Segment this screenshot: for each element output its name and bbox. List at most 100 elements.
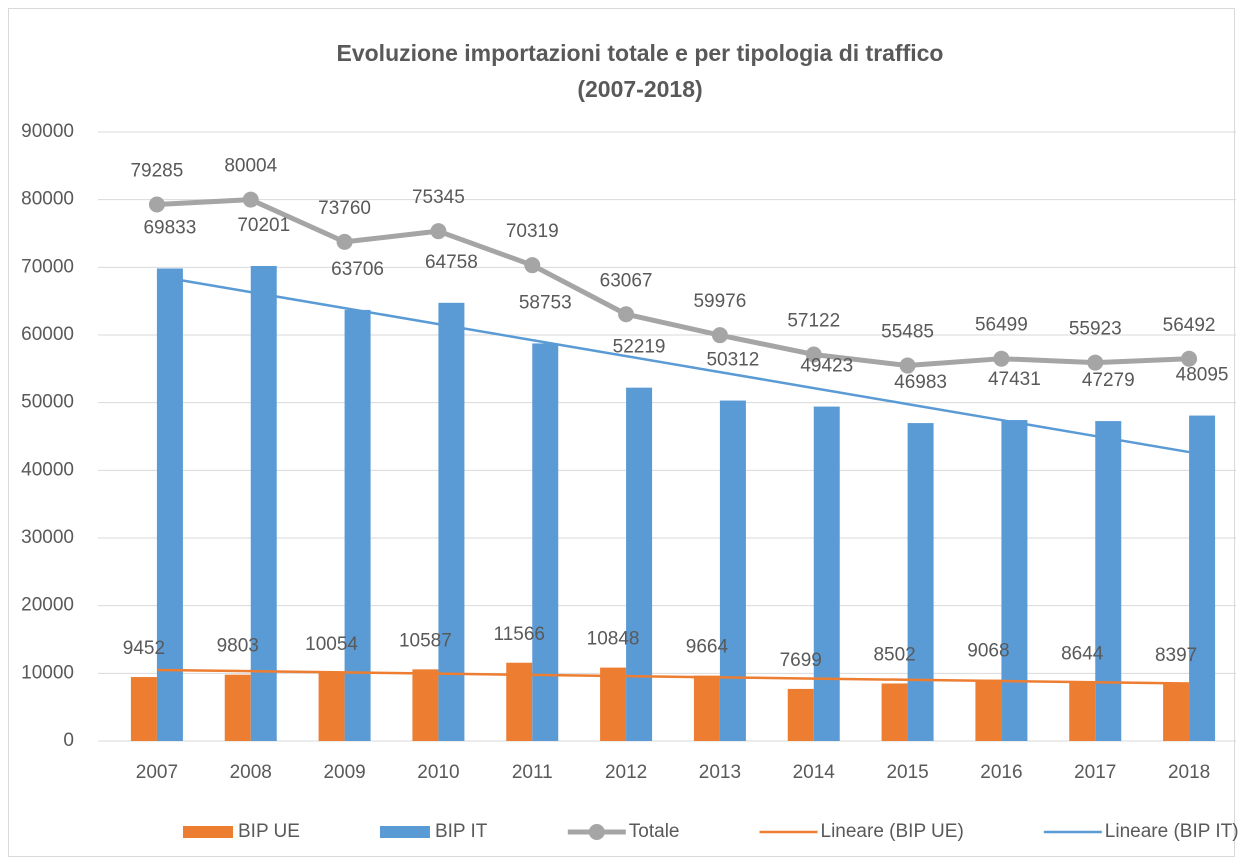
chart-title: Evoluzione importazioni totale e per tip… <box>337 40 944 66</box>
data-label: 57122 <box>787 310 840 331</box>
bar <box>881 683 908 741</box>
legend-swatch <box>379 826 430 838</box>
y-tick-label: 20000 <box>21 595 74 616</box>
data-label: 63067 <box>600 270 653 291</box>
y-tick-label: 80000 <box>21 189 74 210</box>
data-label: 47279 <box>1082 370 1135 391</box>
y-tick-label: 70000 <box>21 256 74 277</box>
y-tick-label: 10000 <box>21 662 74 683</box>
line-marker <box>899 357 916 374</box>
y-tick-label: 40000 <box>21 459 74 480</box>
x-tick-label: 2012 <box>605 762 647 783</box>
data-label: 49423 <box>800 356 853 377</box>
x-tick-label: 2008 <box>230 762 272 783</box>
x-tick-label: 2013 <box>699 762 741 783</box>
data-label: 75345 <box>412 187 465 208</box>
line-marker <box>148 196 165 213</box>
bar <box>1069 682 1096 741</box>
data-label: 48095 <box>1176 365 1229 386</box>
data-label: 10054 <box>305 634 358 655</box>
data-label: 9664 <box>686 637 729 658</box>
data-label: 58753 <box>519 292 572 313</box>
bar <box>130 677 157 741</box>
data-label: 80004 <box>224 156 277 177</box>
trend-line <box>156 274 1190 454</box>
data-label: 50312 <box>706 350 759 371</box>
data-label: 7699 <box>780 650 822 671</box>
bar <box>787 688 814 741</box>
data-label: 8644 <box>1061 644 1104 665</box>
legend-marker <box>588 824 605 840</box>
data-label: 10848 <box>587 629 640 650</box>
x-tick-label: 2017 <box>1074 762 1116 783</box>
line-marker <box>242 191 259 208</box>
bar <box>975 679 1002 741</box>
chart-title: (2007-2018) <box>577 76 702 102</box>
data-label: 47431 <box>988 369 1041 390</box>
bar <box>224 674 251 741</box>
bar <box>156 268 183 741</box>
data-label: 8397 <box>1155 645 1197 666</box>
data-label: 59976 <box>693 291 746 312</box>
data-label: 64758 <box>425 252 478 273</box>
y-tick-label: 60000 <box>21 324 74 345</box>
y-tick-label: 30000 <box>21 527 74 548</box>
x-tick-label: 2011 <box>512 762 553 783</box>
line-marker <box>430 223 447 240</box>
bar <box>1095 421 1122 741</box>
bar <box>626 387 653 741</box>
bar <box>438 302 465 741</box>
legend-label: BIP UE <box>238 821 300 842</box>
data-label: 8502 <box>873 644 915 665</box>
data-label: 9068 <box>967 641 1009 662</box>
data-label: 9803 <box>217 636 259 657</box>
bar <box>907 423 934 741</box>
x-tick-label: 2007 <box>136 762 178 783</box>
x-tick-label: 2015 <box>886 762 928 783</box>
data-label: 69833 <box>143 217 196 238</box>
line-marker <box>805 346 822 363</box>
data-label: 11566 <box>494 624 545 645</box>
bar <box>600 667 627 741</box>
y-tick-label: 90000 <box>21 121 74 142</box>
data-label: 79285 <box>130 161 183 182</box>
line-marker <box>711 327 728 344</box>
data-label: 55485 <box>881 322 934 343</box>
y-tick-label: 50000 <box>21 392 74 413</box>
data-label: 55923 <box>1069 319 1122 340</box>
bar <box>532 343 559 741</box>
data-label: 56499 <box>975 315 1028 336</box>
line-marker <box>524 257 541 274</box>
bar <box>1001 420 1028 741</box>
line-marker <box>993 350 1010 367</box>
bar <box>318 672 345 741</box>
line-marker <box>1181 350 1198 367</box>
data-label: 9452 <box>123 638 165 659</box>
line-marker <box>1087 354 1104 371</box>
data-label: 56492 <box>1163 315 1216 336</box>
x-tick-label: 2016 <box>980 762 1022 783</box>
bar <box>813 406 840 741</box>
x-tick-label: 2009 <box>323 762 365 783</box>
x-tick-label: 2018 <box>1168 762 1210 783</box>
bar <box>1189 415 1216 741</box>
data-label: 70201 <box>237 215 290 236</box>
data-label: 46983 <box>894 372 947 393</box>
legend-label: Lineare (BIP UE) <box>821 821 964 842</box>
legend-label: Totale <box>629 821 680 842</box>
data-label: 10587 <box>399 630 452 651</box>
legend-label: Lineare (BIP IT) <box>1105 821 1239 842</box>
bar <box>344 309 371 741</box>
line-series <box>156 197 1190 369</box>
line-marker <box>618 306 635 323</box>
data-label: 63706 <box>331 259 384 280</box>
y-tick-label: 0 <box>63 730 74 751</box>
bar <box>719 400 746 741</box>
legend-label: BIP IT <box>435 821 488 842</box>
bar <box>1163 684 1190 741</box>
bar <box>412 669 439 741</box>
bar <box>250 265 277 741</box>
trend-line <box>156 668 1190 685</box>
bar <box>693 675 720 741</box>
